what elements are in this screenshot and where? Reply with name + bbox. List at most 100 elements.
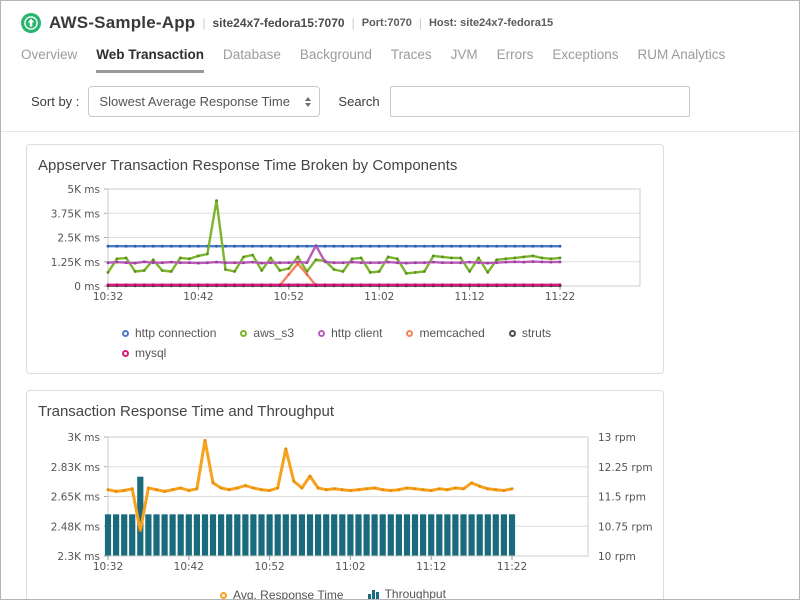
- series-http-connection: [106, 244, 562, 248]
- tab-rum-analytics[interactable]: RUM Analytics: [637, 47, 726, 62]
- app-title: AWS-Sample-App: [49, 13, 196, 32]
- components-chart-legend: http connection aws_s3 http client memcache…: [122, 323, 654, 367]
- y-axis-tick-label: 2.65K ms: [51, 492, 100, 504]
- legend-label: struts: [521, 326, 552, 340]
- legend-label: Throughput: [384, 587, 446, 600]
- y-axis-tick-label: 0 ms: [74, 281, 100, 293]
- tab-traces[interactable]: Traces: [390, 47, 432, 62]
- chart-canvas: 2.3K ms 10 rpm 2.48K ms 10.75 rpm 2.65K ms 11…: [51, 432, 653, 573]
- x-axis-tick-label: 10:32: [93, 561, 123, 573]
- tab-exceptions[interactable]: Exceptions: [552, 47, 619, 62]
- select-arrows-icon: [305, 96, 312, 107]
- y-axis-tick-label: 2.83K ms: [51, 462, 100, 474]
- toolbar: Sort by : Slowest Average Response Time …: [1, 73, 799, 132]
- legend-item-http-connection[interactable]: http connection: [122, 324, 216, 343]
- response-throughput-chart: 2.3K ms 10 rpm 2.48K ms 10.75 rpm 2.65K ms 11…: [36, 428, 654, 583]
- y-axis-tick-label: 2.48K ms: [51, 521, 100, 533]
- tab-database[interactable]: Database: [223, 47, 281, 62]
- legend-label: Avg. Response Time: [233, 588, 344, 600]
- main-content: Appserver Transaction Response Time Brok…: [1, 132, 799, 600]
- y-axis-tick-label: 3.75K ms: [51, 208, 100, 220]
- sort-select[interactable]: Slowest Average Response Time: [88, 86, 321, 117]
- x-axis-tick-label: 11:22: [497, 561, 527, 573]
- search-label: Search: [338, 94, 380, 109]
- legend-item-mysql[interactable]: mysql: [122, 344, 166, 363]
- legend-label: aws_s3: [253, 326, 295, 340]
- x-axis-tick-label: 10:42: [174, 561, 204, 573]
- legend-item-struts[interactable]: struts: [508, 324, 552, 343]
- separator: |: [351, 16, 355, 30]
- ring-marker-icon: [220, 592, 228, 599]
- legend-label: http connection: [135, 326, 217, 340]
- ring-marker-icon: [122, 350, 129, 357]
- plot-border: [107, 436, 589, 557]
- ring-marker-icon: [240, 330, 248, 337]
- host-label: Host: site24x7-fedora15: [428, 17, 554, 29]
- legend-item-throughput[interactable]: Throughput: [367, 585, 446, 600]
- response-throughput-card: Transaction Response Time and Throughput…: [26, 390, 664, 600]
- x-axis-tick-label: 10:42: [183, 291, 213, 303]
- tab-background[interactable]: Background: [299, 47, 372, 62]
- legend-label: http client: [331, 326, 383, 340]
- y2-axis-tick-label: 12.25 rpm: [598, 462, 653, 474]
- ring-marker-icon: [122, 330, 129, 337]
- y-axis-tick-label: 3K ms: [67, 432, 100, 444]
- components-response-time-chart: 0 ms 1.25K ms 2.5K ms 3.75K ms 5K ms 10:32 10:…: [36, 182, 654, 321]
- port-label: Port:7070: [361, 17, 412, 29]
- chart-title: Appserver Transaction Response Time Brok…: [38, 157, 458, 174]
- legend-label: memcached: [419, 326, 485, 340]
- x-axis-tick-label: 11:22: [545, 291, 575, 303]
- instance-label: site24x7-fedora15:7070: [212, 16, 345, 30]
- x-axis-tick-label: 11:12: [454, 291, 484, 303]
- legend-item-memcached[interactable]: memcached: [406, 324, 485, 343]
- y2-axis-tick-label: 10 rpm: [598, 551, 636, 563]
- app-header: AWS-Sample-App | site24x7-fedora15:7070 …: [1, 1, 799, 33]
- series-aws_s3: [106, 199, 562, 275]
- y2-axis-tick-label: 10.75 rpm: [598, 521, 653, 533]
- tab-bar: Overview Web Transaction Database Backgr…: [1, 33, 799, 73]
- tab-errors[interactable]: Errors: [496, 47, 534, 62]
- ring-marker-icon: [318, 330, 326, 337]
- legend-item-avg-response-time[interactable]: Avg. Response Time: [220, 586, 344, 600]
- bar-chart-icon: [367, 590, 379, 599]
- search-area: Search: [338, 86, 690, 117]
- series-avg-response-time: [106, 438, 514, 532]
- y-axis-tick-label: 2.3K ms: [57, 551, 100, 563]
- x-axis-tick-label: 11:02: [364, 291, 394, 303]
- response-throughput-legend: Avg. Response Time Throughput: [36, 585, 654, 600]
- legend-label: mysql: [135, 346, 167, 360]
- separator: |: [418, 16, 422, 30]
- chart-title: Transaction Response Time and Throughput: [38, 403, 335, 420]
- series-throughput: [104, 476, 516, 556]
- series-mysql: [106, 283, 562, 287]
- separator: |: [202, 16, 206, 30]
- search-input[interactable]: [389, 86, 690, 117]
- legend-item-http-client[interactable]: http client: [318, 324, 382, 343]
- y-axis-tick-label: 2.5K ms: [57, 233, 100, 245]
- x-axis-tick-label: 10:52: [254, 561, 284, 573]
- legend-row: Avg. Response Time Throughput: [36, 585, 654, 600]
- tab-overview[interactable]: Overview: [21, 47, 78, 62]
- x-axis-tick-label: 10:32: [93, 291, 123, 303]
- tab-web-transaction[interactable]: Web Transaction: [96, 47, 205, 73]
- legend-row: mysql: [122, 343, 654, 363]
- y-axis-tick-label: 5K ms: [67, 184, 100, 196]
- legend-item-aws_s3[interactable]: aws_s3: [240, 324, 294, 343]
- tab-jvm[interactable]: JVM: [450, 47, 478, 62]
- x-axis-tick-label: 10:52: [274, 291, 304, 303]
- ring-marker-icon: [508, 330, 516, 337]
- y-axis-tick-label: 1.25K ms: [51, 257, 100, 269]
- y2-axis-tick-label: 13 rpm: [598, 432, 636, 444]
- components-response-time-card: Appserver Transaction Response Time Brok…: [26, 144, 664, 374]
- gridlines: [104, 436, 588, 557]
- legend-row: http connection aws_s3 http client memcache…: [122, 323, 654, 343]
- x-axis-tick-label: 11:02: [335, 561, 365, 573]
- chart-canvas: 0 ms 1.25K ms 2.5K ms 3.75K ms 5K ms 10:32 10:…: [51, 184, 641, 303]
- ring-marker-icon: [406, 330, 414, 337]
- monitor-up-arrow-icon: [21, 13, 41, 33]
- sort-by-label: Sort by :: [31, 94, 80, 109]
- x-axis-tick-label: 11:12: [416, 561, 446, 573]
- sort-select-value: Slowest Average Response Time: [99, 94, 290, 109]
- y2-axis-tick-label: 11.5 rpm: [598, 492, 646, 504]
